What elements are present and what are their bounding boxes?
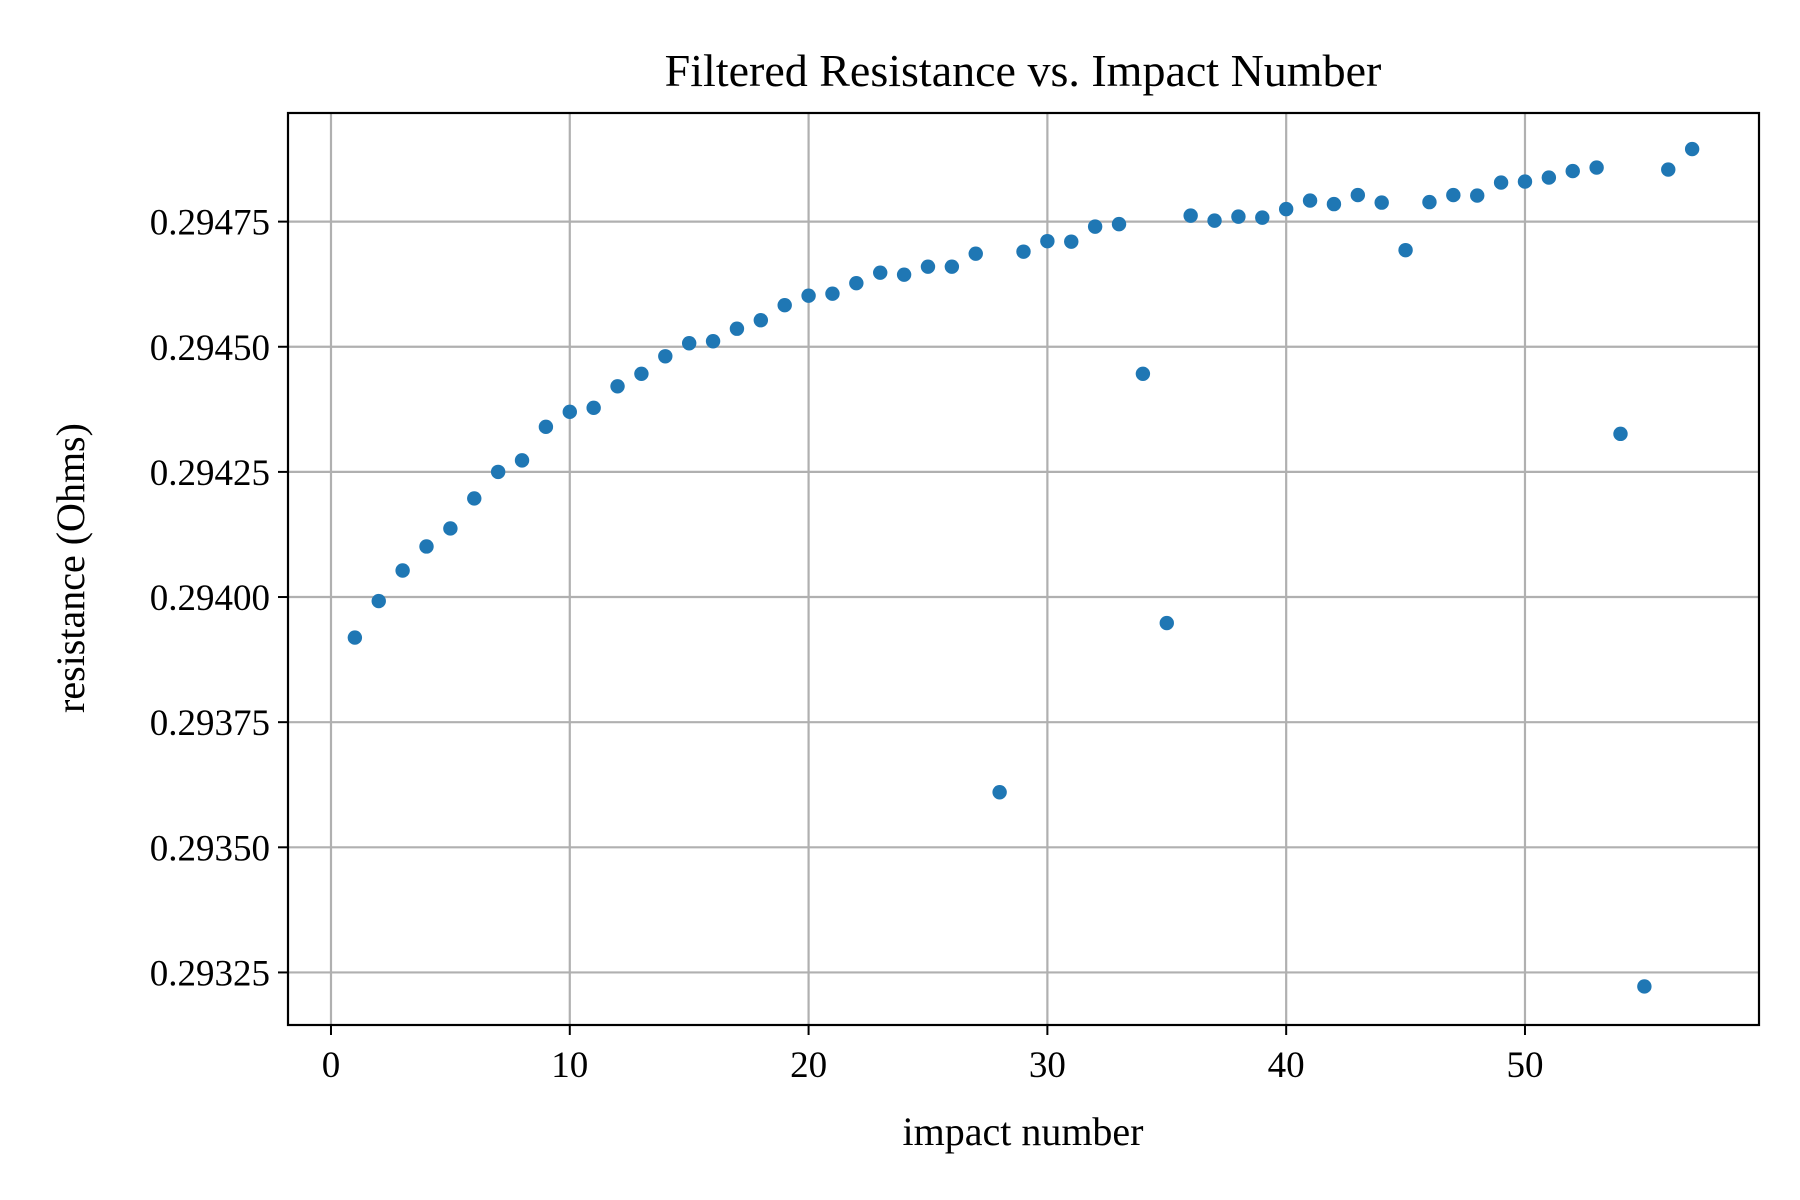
- y-tick-label: 0.29400: [150, 578, 270, 619]
- data-point: [1207, 213, 1222, 228]
- data-point: [371, 593, 386, 609]
- data-point: [1637, 979, 1652, 994]
- y-tick-label: 0.29350: [150, 828, 270, 869]
- data-point: [705, 334, 721, 349]
- data-point: [419, 539, 434, 554]
- data-point: [347, 630, 363, 645]
- data-point: [467, 491, 482, 506]
- data-point: [825, 286, 840, 301]
- data-point: [1350, 187, 1366, 203]
- y-tick-label: 0.29375: [150, 703, 270, 744]
- plot-frame: [286, 111, 1761, 1027]
- data-point: [1470, 188, 1485, 203]
- data-point: [1446, 187, 1461, 203]
- data-point: [1326, 196, 1342, 212]
- data-point: [1684, 141, 1700, 157]
- data-point: [1159, 615, 1174, 631]
- data-point: [1541, 170, 1557, 185]
- data-point: [658, 349, 673, 364]
- data-point: [1111, 216, 1127, 232]
- data-point: [1661, 162, 1676, 177]
- data-point: [1278, 201, 1294, 217]
- data-point: [1016, 244, 1031, 259]
- data-point: [1517, 174, 1533, 189]
- y-tick-label: 0.29325: [150, 953, 270, 994]
- data-point: [1613, 426, 1628, 442]
- data-point: [1398, 242, 1413, 258]
- chart-title: Filtered Resistance vs. Impact Number: [665, 45, 1382, 96]
- data-point: [1040, 233, 1055, 249]
- data-point: [1565, 163, 1580, 179]
- data-point: [1183, 208, 1198, 223]
- data-point: [873, 265, 888, 280]
- data-point: [1064, 234, 1079, 249]
- x-tick-label: 20: [790, 1045, 827, 1086]
- data-point: [1589, 160, 1604, 175]
- y-tick-label: 0.29450: [150, 328, 270, 369]
- data-point: [395, 563, 410, 578]
- data-point: [538, 419, 554, 435]
- data-point: [753, 313, 769, 328]
- data-point: [1087, 219, 1103, 234]
- y-tick-label: 0.29425: [150, 453, 270, 494]
- data-points: [347, 141, 1700, 994]
- data-point: [634, 366, 649, 381]
- data-point: [849, 275, 864, 291]
- grid: [288, 113, 1759, 1025]
- y-tick-label: 0.29475: [150, 203, 270, 244]
- data-point: [1135, 366, 1151, 381]
- data-point: [992, 785, 1007, 800]
- data-point: [896, 267, 912, 282]
- data-point: [586, 400, 601, 416]
- data-point: [562, 404, 577, 420]
- data-point: [920, 259, 936, 274]
- data-point: [1302, 193, 1318, 208]
- data-point: [443, 521, 458, 536]
- x-tick-label: 0: [322, 1045, 341, 1086]
- x-tick-label: 30: [1029, 1045, 1066, 1086]
- x-tick-label: 40: [1268, 1045, 1305, 1086]
- data-point: [610, 379, 625, 394]
- data-point: [1422, 194, 1437, 210]
- x-axis-label: impact number: [902, 1109, 1143, 1154]
- x-tick-label: 10: [551, 1045, 588, 1086]
- data-point: [490, 464, 506, 480]
- data-point: [514, 453, 530, 468]
- data-point: [1374, 195, 1389, 210]
- x-tick-label: 50: [1506, 1045, 1543, 1086]
- data-point: [944, 259, 960, 274]
- y-axis-label: resistance (Ohms): [48, 423, 93, 713]
- data-point: [681, 336, 697, 351]
- y-axis-ticks: 0.29325 0.29350 0.29375 0.29400 0.29425 0.294…: [150, 203, 288, 994]
- data-point: [777, 298, 792, 313]
- data-point: [968, 246, 983, 261]
- data-point: [1231, 209, 1246, 224]
- data-point: [729, 321, 745, 336]
- data-point: [801, 288, 816, 303]
- data-point: [1493, 175, 1509, 190]
- data-point: [1255, 210, 1270, 225]
- x-axis-ticks: 0 10 20 30 40 50: [322, 1025, 1543, 1086]
